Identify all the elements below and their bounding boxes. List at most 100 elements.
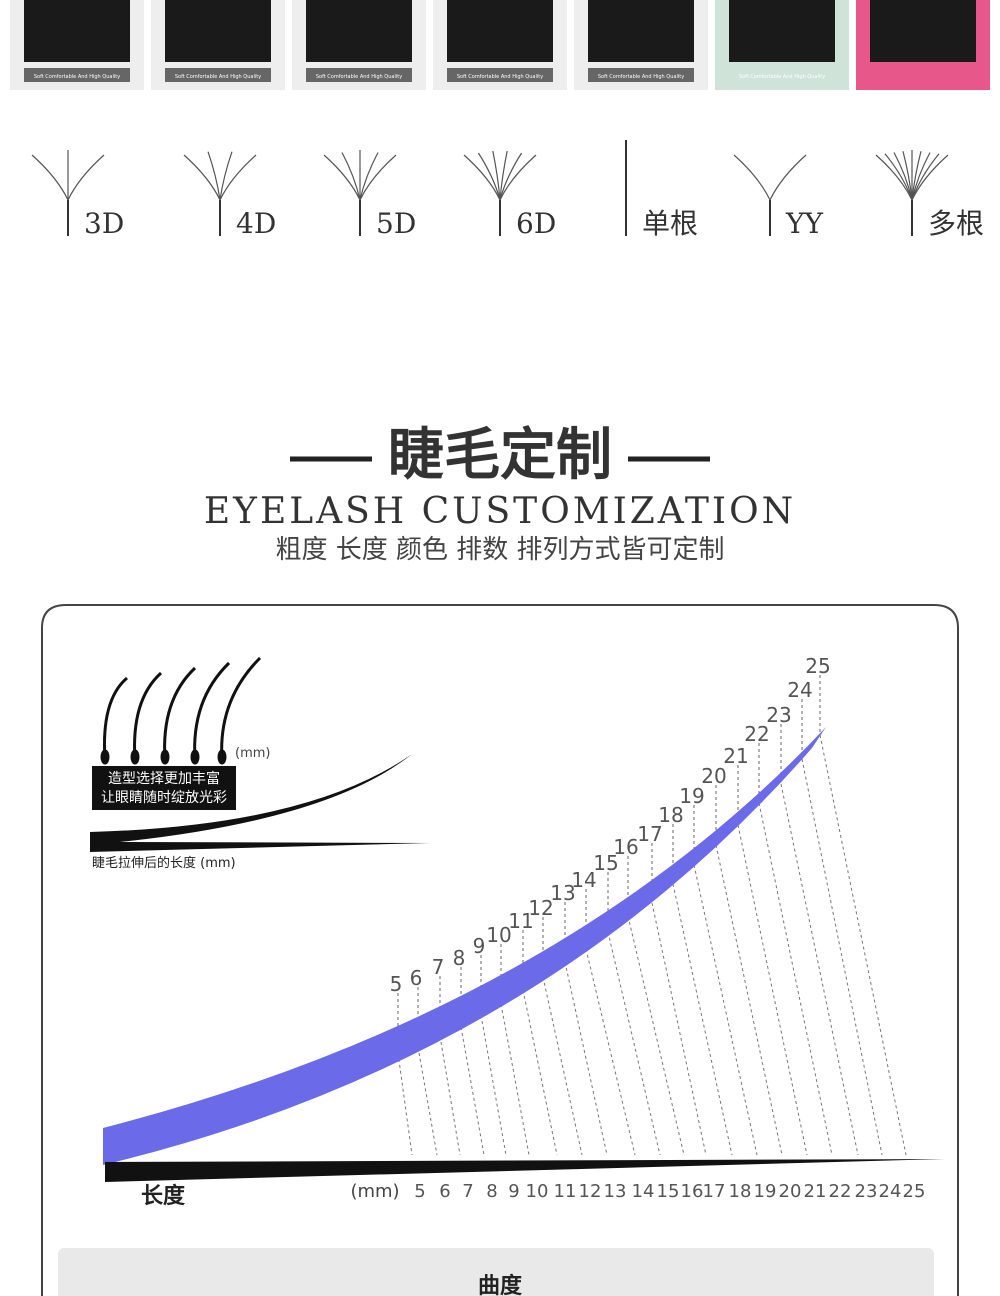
length-top-label: 17 — [637, 822, 662, 846]
product-caption: Soft Comfortable And High Quality — [739, 74, 825, 80]
fan-fiber — [911, 154, 949, 201]
length-axis-label: 24 — [879, 1181, 902, 1202]
lash-type-label: 6D — [516, 207, 556, 240]
length-top-label: 10 — [486, 923, 511, 947]
product-caption: Soft Comfortable And High Quality — [316, 74, 402, 80]
length-top-label: 13 — [550, 881, 575, 905]
slogan: 造型选择更加丰富 — [108, 770, 220, 787]
length-axis-label: 11 — [554, 1181, 577, 1202]
guide-diagonal — [672, 883, 733, 1156]
fan-fiber — [359, 152, 379, 201]
length-top-label: 8 — [453, 946, 466, 970]
lash-root — [190, 749, 200, 765]
length-top-label: 22 — [744, 722, 769, 746]
lash-strips — [24, 0, 130, 62]
length-top-label: 21 — [723, 744, 748, 768]
fan-fiber — [492, 150, 501, 201]
stretched-lash — [90, 754, 430, 852]
lash-strips — [306, 0, 412, 62]
section-title: 睫毛定制 — [388, 423, 612, 488]
caption-bar — [306, 68, 412, 82]
lash-type-label: 5D — [376, 207, 416, 240]
lash-type-label: 单根 — [642, 207, 698, 240]
length-axis-label: 7 — [462, 1181, 473, 1202]
guide-diagonal — [627, 915, 685, 1156]
lash-hair — [163, 666, 197, 761]
fan-fiber — [499, 150, 508, 201]
lash-strips — [588, 0, 694, 62]
length-top-label: 24 — [787, 678, 812, 702]
lash-hair — [133, 671, 163, 761]
length-axis-label: 17 — [703, 1181, 726, 1202]
lash-strips — [447, 0, 553, 62]
lash-root — [160, 749, 170, 765]
guide-diagonal — [480, 1014, 507, 1156]
length-axis-label: 20 — [779, 1181, 802, 1202]
fan-fiber — [183, 154, 221, 201]
guide-diagonal — [564, 961, 608, 1156]
lash-type-label: YY — [785, 207, 823, 240]
length-top-label: 20 — [701, 764, 726, 788]
section-subtitle-cn: 粗度 长度 颜色 排数 排列方式皆可定制 — [275, 535, 724, 565]
length-top-label: 25 — [805, 654, 830, 678]
card — [41, 604, 959, 1296]
length-axis-label: 15 — [657, 1181, 680, 1202]
lash-hair — [220, 656, 262, 761]
length-top-label: 11 — [508, 909, 533, 933]
section-subtitle-en: EYELASH CUSTOMIZATION — [204, 491, 796, 532]
length-top-label: 14 — [571, 868, 596, 892]
fan-fiber — [323, 154, 361, 201]
fan-fiber — [359, 154, 397, 201]
stretch-caption: 睫毛拉伸后的长度 (mm) — [92, 855, 236, 871]
length-top-label: 5 — [390, 972, 403, 996]
lash-type-row: 3D 4D 5D 6D 单根 YY 多根 — [31, 140, 984, 240]
lash-type-label: 多根 — [928, 207, 984, 240]
guide-diagonal — [542, 976, 583, 1156]
lash-hair — [193, 661, 231, 761]
length-top-label: 16 — [613, 835, 638, 859]
guide-diagonal — [737, 824, 808, 1156]
length-top-label: 7 — [432, 955, 445, 979]
length-axis-label: 6 — [439, 1181, 450, 1202]
guide-diagonal — [780, 783, 859, 1156]
length-top-label: 9 — [473, 934, 486, 958]
fan-fiber — [219, 151, 233, 201]
length-axis-label: 23 — [855, 1181, 878, 1202]
fan-fiber — [875, 154, 913, 201]
next-panel — [58, 1248, 934, 1296]
fan-fiber — [477, 152, 501, 201]
length-axis-label: 16 — [681, 1181, 704, 1202]
lash-strips — [165, 0, 271, 62]
length-top-label: 15 — [593, 851, 618, 875]
length-axis-label: 21 — [804, 1181, 827, 1202]
lash-root — [100, 749, 110, 765]
lash-type-label: 3D — [84, 207, 124, 240]
fan-fiber — [207, 151, 221, 201]
fan-fiber — [31, 154, 69, 201]
length-axis-label: 25 — [903, 1181, 926, 1202]
lash-illustration — [100, 656, 262, 765]
lash-strips — [729, 0, 835, 62]
unit-label: (mm) — [350, 1181, 399, 1202]
product-caption: Soft Comfortable And High Quality — [34, 74, 120, 80]
lash-type-label: 4D — [236, 207, 276, 240]
guide-diagonal — [397, 1052, 413, 1156]
length-axis-label: 22 — [829, 1181, 852, 1202]
length-axis-label: 10 — [526, 1181, 549, 1202]
length-axis-label: 18 — [729, 1181, 752, 1202]
slogan: 让眼睛随时绽放光彩 — [101, 790, 227, 806]
guide-diagonal — [801, 758, 883, 1156]
length-axis-label: 14 — [632, 1181, 655, 1202]
fan-fiber — [341, 152, 361, 201]
guide-diagonal — [693, 864, 758, 1156]
caption-bar — [447, 68, 553, 82]
fan-fiber — [67, 154, 105, 201]
guide-diagonal — [651, 902, 707, 1156]
product-caption: Soft Comfortable And High Quality — [175, 74, 261, 80]
unit-label: (mm) — [235, 746, 270, 761]
length-top-label: 19 — [679, 784, 704, 808]
guide-diagonal — [460, 1026, 485, 1156]
length-top-label: 6 — [410, 966, 423, 990]
length-top-label: 18 — [658, 803, 683, 827]
